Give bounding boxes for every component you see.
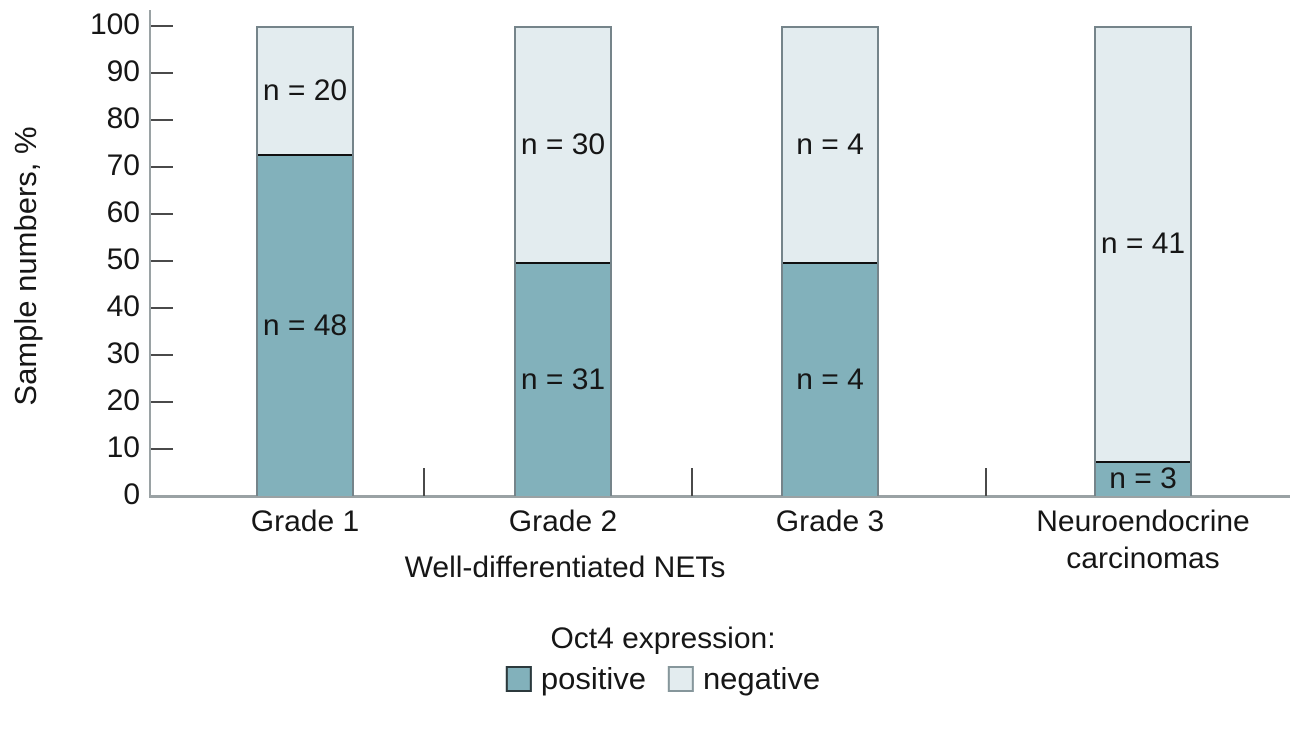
- x-category-label-line: Grade 1: [250, 505, 360, 538]
- bar-segment-positive-grade-3: n = 4: [783, 262, 877, 496]
- legend-swatch-negative: [667, 665, 694, 692]
- bar-segment-negative-grade-1: n = 20: [258, 28, 352, 155]
- bar-segment-label-positive: n = 3: [1109, 462, 1177, 496]
- x-category-label-line: Grade 3: [775, 505, 885, 538]
- legend: positive negative: [505, 661, 821, 696]
- x-category-label-grade-2: Grade 2: [403, 503, 723, 540]
- bar-grade-1: n = 20 n = 48: [256, 26, 354, 496]
- bar-grade-3: n = 4 n = 4: [781, 26, 879, 496]
- y-tick: [151, 72, 173, 74]
- x-category-label-neuroendocrine-carcinomas: Neuroendocrine carcinomas: [983, 503, 1301, 577]
- y-tick-label: 10: [106, 431, 140, 465]
- y-tick: [151, 354, 173, 356]
- legend-item-positive: positive: [505, 661, 646, 696]
- y-axis-label: Sample numbers, %: [8, 126, 43, 406]
- bar-segment-label-positive: n = 4: [796, 363, 864, 396]
- y-tick: [151, 213, 173, 215]
- x-axis-separator-tick: [423, 468, 425, 496]
- x-category-label-line: Grade 2: [508, 505, 618, 538]
- x-category-label-line: Neuroendocrine: [1036, 505, 1250, 538]
- y-tick: [151, 25, 173, 27]
- y-tick-label: 70: [106, 149, 140, 183]
- y-tick-label: 50: [106, 243, 140, 277]
- x-category-label-line: carcinomas: [1066, 542, 1220, 575]
- bar-segment-label-positive: n = 48: [262, 309, 348, 343]
- legend-swatch-positive: [505, 665, 532, 692]
- y-tick-label: 0: [123, 478, 140, 512]
- x-axis-line: [149, 495, 1290, 498]
- y-tick-label: 100: [89, 8, 140, 42]
- bar-segment-negative-grade-3: n = 4: [783, 28, 877, 262]
- x-axis-separator-tick: [985, 468, 987, 496]
- y-tick: [151, 166, 173, 168]
- legend-label-negative: negative: [702, 661, 821, 696]
- bar-segment-label-negative: n = 4: [796, 128, 864, 161]
- legend-item-negative: negative: [667, 661, 821, 696]
- bar-segment-positive-grade-1: n = 48: [258, 154, 352, 496]
- y-tick-label: 60: [106, 196, 140, 230]
- y-axis-line: [149, 10, 151, 497]
- bar-segment-positive-neuroendocrine-carcinomas: n = 3: [1096, 460, 1190, 496]
- x-category-label-grade-3: Grade 3: [670, 503, 990, 540]
- x-axis-group-label: Well-differentiated NETs: [404, 551, 726, 584]
- x-axis-separator-tick: [691, 468, 693, 496]
- bar-segment-label-negative: n = 30: [520, 128, 606, 161]
- legend-label-positive: positive: [540, 661, 646, 696]
- y-tick: [151, 448, 173, 450]
- y-tick: [151, 307, 173, 309]
- legend-title: Oct4 expression:: [550, 622, 776, 655]
- y-tick: [151, 401, 173, 403]
- bar-grade-2: n = 30 n = 31: [514, 26, 612, 496]
- bar-segment-label-positive: n = 31: [520, 363, 606, 396]
- x-category-label-grade-1: Grade 1: [145, 503, 465, 540]
- bar-segment-positive-grade-2: n = 31: [516, 262, 610, 496]
- bar-segment-label-negative: n = 20: [262, 74, 348, 108]
- y-tick: [151, 119, 173, 121]
- bar-segment-label-negative: n = 41: [1100, 227, 1186, 261]
- y-tick-label: 40: [106, 290, 140, 324]
- bar-segment-negative-grade-2: n = 30: [516, 28, 610, 262]
- bar-neuroendocrine-carcinomas: n = 41 n = 3: [1094, 26, 1192, 496]
- bar-segment-negative-neuroendocrine-carcinomas: n = 41: [1096, 28, 1190, 461]
- y-tick-label: 20: [106, 384, 140, 418]
- y-tick-label: 30: [106, 337, 140, 371]
- y-tick-label: 90: [106, 55, 140, 89]
- y-tick-label: 80: [106, 102, 140, 136]
- y-tick: [151, 260, 173, 262]
